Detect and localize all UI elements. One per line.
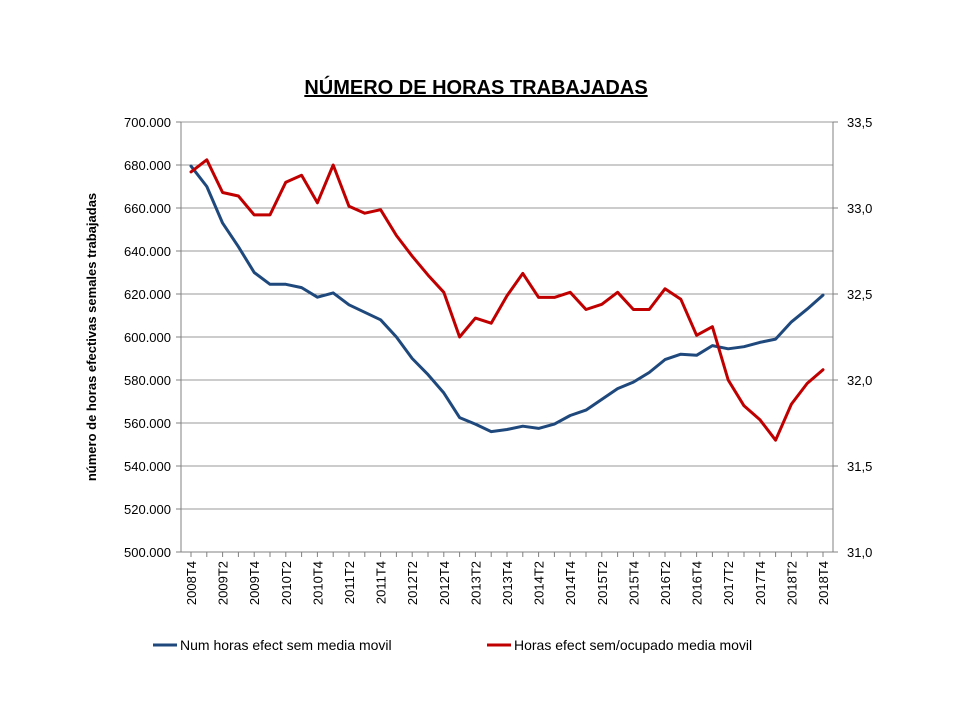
x-tick-label: 2016T4 [690, 561, 705, 605]
x-tick-label: 2011T2 [342, 561, 357, 604]
y2-tick-label: 33,5 [847, 115, 872, 130]
chart-title: NÚMERO DE HORAS TRABAJADAS [304, 75, 647, 99]
y-tick-label: 500.000 [124, 545, 171, 560]
series-lines [189, 158, 825, 442]
gridlines [181, 121, 833, 510]
y-tick-label: 520.000 [124, 502, 171, 517]
legend: Num horas efect sem media movil Horas efe… [153, 637, 752, 653]
y2-axis-ticks: 31,0 31,5 32,0 32,5 33,0 33,5 [833, 115, 872, 560]
y-axis-ticks: 500.000 520.000 540.000 560.000 580.000 600.0… [124, 115, 181, 560]
y-tick-label: 560.000 [124, 416, 171, 431]
y-tick-label: 640.000 [124, 244, 171, 259]
x-tick-label: 2018T4 [816, 561, 831, 605]
y-tick-label: 620.000 [124, 287, 171, 302]
x-tick-label: 2018T2 [784, 561, 799, 605]
x-tick-label: 2012T4 [437, 561, 452, 605]
x-tick-label: 2015T4 [626, 561, 641, 605]
x-tick-label: 2013T4 [500, 561, 515, 605]
x-tick-label: 2010T2 [279, 561, 294, 605]
x-tick-label: 2012T2 [405, 561, 420, 605]
legend-label: Num horas efect sem media movil [180, 637, 392, 653]
x-tick-label: 2014T4 [563, 561, 578, 605]
y-tick-label: 680.000 [124, 158, 171, 173]
x-tick-label: 2015T2 [595, 561, 610, 605]
x-tick-label: 2009T4 [247, 561, 262, 605]
x-tick-label: 2009T2 [216, 561, 231, 605]
x-tick-label: 2008T4 [184, 561, 199, 605]
legend-label: Horas efect sem/ocupado media movil [514, 637, 752, 653]
x-tick-label: 2011T4 [374, 561, 389, 604]
y-tick-label: 660.000 [124, 201, 171, 216]
x-tick-label: 2013T2 [468, 561, 483, 605]
x-axis-ticks: 2008T4 2009T2 2009T4 2010T2 2010T4 2011T2 2011… [184, 552, 831, 605]
x-tick-label: 2010T4 [310, 561, 325, 605]
series-line-1 [189, 164, 825, 434]
x-tick-label: 2017T4 [753, 561, 768, 605]
series-line-2 [189, 158, 825, 442]
y-tick-label: 580.000 [124, 373, 171, 388]
y-tick-label: 600.000 [124, 330, 171, 345]
y2-tick-label: 33,0 [847, 201, 872, 216]
y2-tick-label: 31,5 [847, 459, 872, 474]
y2-tick-label: 31,0 [847, 545, 872, 560]
y2-tick-label: 32,0 [847, 373, 872, 388]
y-axis-label: número de horas efectivas semales trabaj… [84, 193, 99, 481]
x-tick-label: 2016T2 [658, 561, 673, 605]
x-tick-label: 2017T2 [721, 561, 736, 605]
x-tick-label: 2014T2 [532, 561, 547, 605]
y-tick-label: 700.000 [124, 115, 171, 130]
y-tick-label: 540.000 [124, 459, 171, 474]
y2-tick-label: 32,5 [847, 287, 872, 302]
